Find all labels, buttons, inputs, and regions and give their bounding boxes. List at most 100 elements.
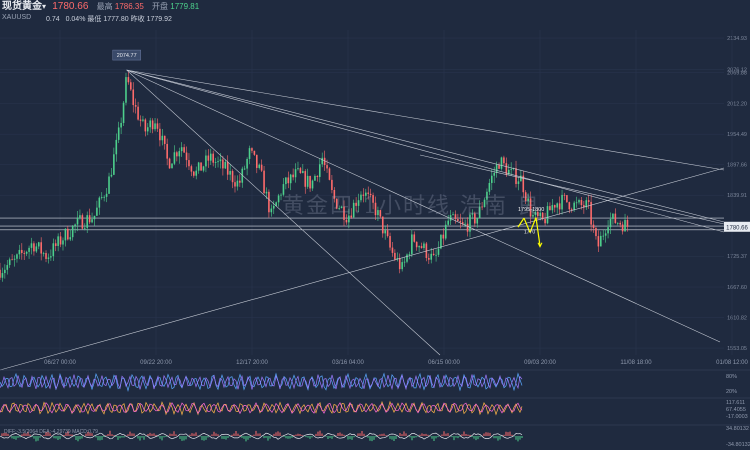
candle-body xyxy=(437,248,440,255)
candle-body xyxy=(595,228,597,237)
candle-body xyxy=(326,165,328,169)
candle-body xyxy=(197,162,200,171)
candle-body xyxy=(602,235,605,237)
candle-body xyxy=(357,200,360,206)
candle-body xyxy=(306,175,309,187)
candle-body xyxy=(529,198,532,217)
trend-line xyxy=(126,69,725,233)
candle-body xyxy=(205,155,207,167)
candle-body xyxy=(568,202,571,210)
candle-body xyxy=(338,208,340,209)
candle-body xyxy=(113,154,115,175)
candle-body xyxy=(515,168,517,184)
indicator-axis-label: 34.80132 xyxy=(726,426,749,432)
candle-body xyxy=(314,175,316,181)
candle-body xyxy=(217,161,219,163)
candle-body xyxy=(299,168,302,173)
candle-body xyxy=(57,236,59,246)
candle-body xyxy=(413,234,416,242)
candle-body xyxy=(372,195,374,203)
candle-body xyxy=(486,191,488,200)
candle-body xyxy=(590,201,592,225)
candle-body xyxy=(360,194,362,201)
candle-body xyxy=(59,236,62,245)
candle-body xyxy=(185,152,188,161)
candle-body xyxy=(21,249,23,253)
candle-body xyxy=(394,252,396,260)
candle-body xyxy=(481,206,483,208)
trend-line xyxy=(126,69,721,343)
time-tick-label: 12/17 20:00 xyxy=(236,360,268,366)
candle-body xyxy=(309,175,311,189)
candle-body xyxy=(619,222,621,225)
candle-body xyxy=(146,127,149,132)
candle-body xyxy=(224,161,227,169)
candle-body xyxy=(573,202,575,211)
candle-body xyxy=(406,254,408,262)
indicator-axis-label: 67.4055 xyxy=(726,407,746,413)
candle-body xyxy=(626,219,629,227)
candle-body xyxy=(40,242,42,254)
candle-body xyxy=(539,212,542,217)
candle-body xyxy=(466,223,469,232)
candle-body xyxy=(248,148,251,159)
candle-body xyxy=(28,247,30,252)
candle-body xyxy=(183,147,185,153)
candle-body xyxy=(464,223,466,225)
candle-body xyxy=(311,180,314,189)
candle-body xyxy=(318,164,321,177)
candle-body xyxy=(389,236,391,248)
candle-body xyxy=(415,241,418,248)
candle-body xyxy=(483,199,486,208)
price-tick-label: 2076.12 xyxy=(727,67,747,73)
candle-body xyxy=(362,194,365,196)
candle-body xyxy=(609,218,612,228)
forecast-arrow xyxy=(523,217,531,233)
change-percent: 0.04% xyxy=(65,16,86,23)
candle-body xyxy=(488,182,491,192)
candle-body xyxy=(503,157,505,164)
candle-body xyxy=(50,256,52,258)
candle-body xyxy=(239,180,241,183)
candle-body xyxy=(212,153,214,163)
time-tick-label: 06/27 00:00 xyxy=(44,360,76,366)
candle-body xyxy=(287,177,290,184)
candle-body xyxy=(81,215,84,229)
prev-close-value: 1779.92 xyxy=(146,16,172,23)
candle-body xyxy=(435,254,437,256)
candle-body xyxy=(500,157,503,169)
candle-body xyxy=(180,147,183,152)
candle-body xyxy=(202,166,205,171)
candle-body xyxy=(156,123,159,129)
candle-body xyxy=(86,215,89,228)
trend-line xyxy=(126,69,725,223)
instrument-title[interactable]: 现货黄金 xyxy=(2,1,42,12)
candle-body xyxy=(621,224,624,232)
time-tick-label: 06/15 00:00 xyxy=(428,360,460,366)
candle-body xyxy=(13,258,16,260)
candle-body xyxy=(333,190,336,199)
candle-body xyxy=(125,77,127,103)
candle-body xyxy=(442,234,445,239)
candle-body xyxy=(459,221,462,223)
candle-body xyxy=(33,243,35,252)
candle-body xyxy=(67,228,69,240)
candle-body xyxy=(507,169,510,175)
chevron-down-icon[interactable]: ▾ xyxy=(42,2,47,11)
candle-body xyxy=(498,164,500,169)
candle-body xyxy=(510,169,512,170)
candle-body xyxy=(386,230,389,237)
candle-body xyxy=(289,174,292,184)
time-tick-label: 09/03 20:00 xyxy=(524,360,556,366)
candle-body xyxy=(343,206,345,220)
candle-body xyxy=(335,198,338,209)
candle-body xyxy=(440,234,442,249)
candle-body xyxy=(4,269,6,274)
candle-body xyxy=(246,158,248,169)
candle-body xyxy=(260,164,263,171)
time-tick-label: 09/22 20:00 xyxy=(140,360,172,366)
candle-body xyxy=(365,192,367,196)
candle-body xyxy=(403,261,406,263)
candle-body xyxy=(580,200,583,206)
